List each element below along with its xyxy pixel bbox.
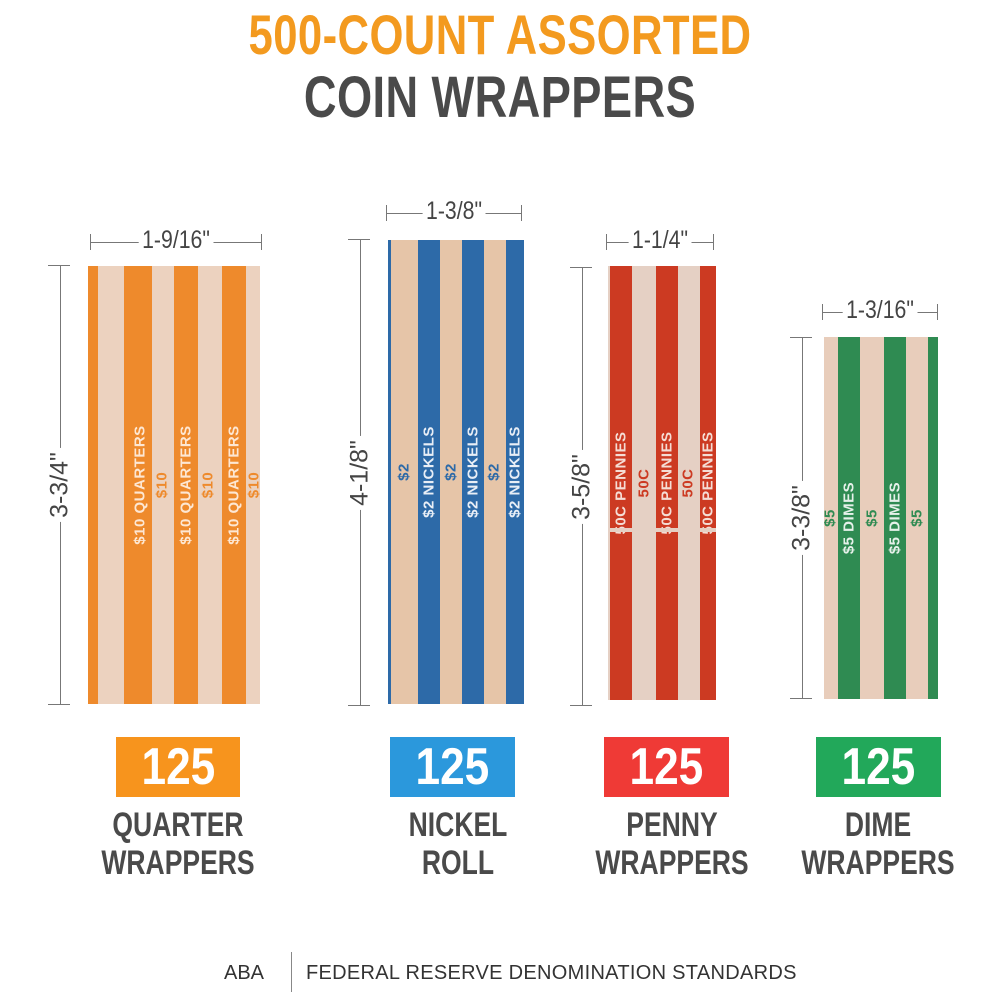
footer-divider	[291, 952, 292, 992]
quarter-caption: QUARTER WRAPPERS	[101, 806, 255, 882]
nickel-height-label: 4-1/8"	[345, 435, 375, 510]
footer-aba: ABA	[224, 962, 265, 984]
quarter-height-label: 3-3/4"	[45, 448, 75, 522]
nickel-caption: NICKEL ROLL	[408, 806, 508, 882]
dime-width-dimension: 1-3/16"	[822, 296, 938, 325]
quarter-count-badge: 125	[116, 737, 240, 797]
penny-height-dimension: 3-5/8"	[567, 267, 597, 706]
nickel-stripe-text: $2 NICKELS	[420, 426, 438, 518]
footer-standards: FEDERAL RESERVE DENOMINATION STANDARDS	[306, 962, 797, 984]
nickel-width-dimension: 1-3/8"	[386, 197, 522, 226]
nickel-wrapper-image: $2 $2 NICKELS $2 $2 NICKELS $2 $2 NICKEL…	[388, 240, 524, 704]
dime-count-badge: 125	[816, 737, 941, 797]
headline-count: 500-COUNT ASSORTED	[248, 3, 752, 66]
penny-caption: PENNY WRAPPERS	[595, 806, 749, 882]
quarter-wrapper-image: $10 QUARTERS $10 $10 QUARTERS $10 $10 QU…	[88, 266, 260, 704]
quarter-height-dimension: 3-3/4"	[45, 265, 75, 705]
quarter-width-label: 1-9/16"	[138, 226, 214, 255]
penny-height-label: 3-5/8"	[567, 449, 597, 524]
dime-caption: DIME WRAPPERS	[801, 806, 955, 882]
penny-count-badge: 125	[604, 737, 729, 797]
penny-width-label: 1-1/4"	[628, 226, 692, 255]
nickel-width-label: 1-3/8"	[422, 197, 486, 226]
nickel-height-dimension: 4-1/8"	[345, 239, 375, 706]
quarter-stripe-text: $10 QUARTERS	[131, 425, 149, 545]
headline-product: COIN WRAPPERS	[303, 65, 697, 130]
dime-width-label: 1-3/16"	[842, 296, 918, 325]
dime-height-label: 3-3/8"	[787, 481, 817, 555]
penny-width-dimension: 1-1/4"	[606, 226, 714, 255]
quarter-width-dimension: 1-9/16"	[90, 226, 262, 255]
penny-stripe-text: 50C PENNIES	[612, 431, 630, 535]
dime-stripe-text: $5 DIMES	[840, 481, 858, 555]
dime-height-dimension: 3-3/8"	[787, 337, 817, 699]
penny-wrapper-image: 50C PENNIES 50C 50C PENNIES 50C 50C PENN…	[608, 266, 716, 700]
footer: ABA FEDERAL RESERVE DENOMINATION STANDAR…	[0, 952, 1000, 992]
dime-wrapper-image: $5 $5 DIMES $5 $5 DIMES $5	[824, 337, 938, 699]
nickel-count-badge: 125	[390, 737, 515, 797]
